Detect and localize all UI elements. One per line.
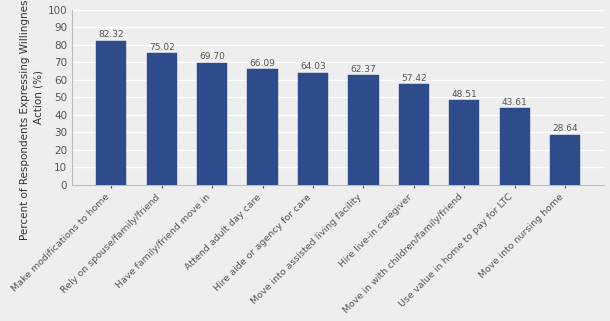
Bar [399, 84, 429, 185]
Text: 48.51: 48.51 [451, 90, 477, 99]
Text: 62.37: 62.37 [351, 65, 376, 74]
Bar [298, 73, 328, 185]
Bar [550, 134, 580, 185]
Bar [96, 40, 126, 185]
Bar [449, 100, 479, 185]
Text: 28.64: 28.64 [552, 124, 578, 133]
Bar [348, 75, 379, 185]
Y-axis label: Percent of Respondents Expressing Willingness to Take
Action (%): Percent of Respondents Expressing Willin… [20, 0, 43, 240]
Bar [197, 63, 228, 185]
Text: 82.32: 82.32 [98, 30, 124, 39]
Text: 57.42: 57.42 [401, 74, 426, 83]
Bar [146, 53, 177, 185]
Text: 75.02: 75.02 [149, 43, 174, 52]
Text: 66.09: 66.09 [249, 59, 276, 68]
Text: 64.03: 64.03 [300, 62, 326, 71]
Bar [248, 69, 278, 185]
Text: 69.70: 69.70 [199, 52, 225, 61]
Bar [500, 108, 530, 185]
Text: 43.61: 43.61 [502, 98, 528, 107]
